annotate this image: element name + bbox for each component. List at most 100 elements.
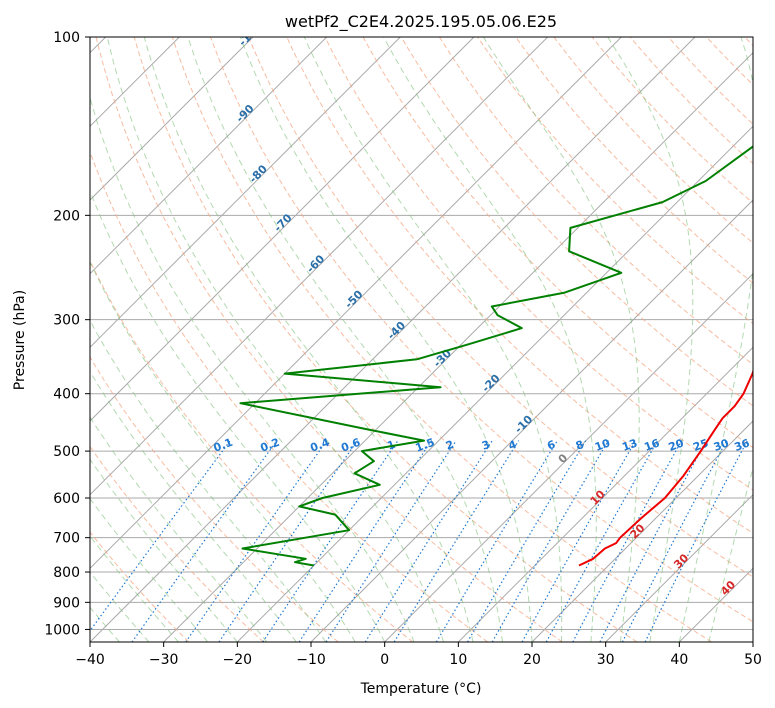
moist-adiabat-line <box>106 37 445 642</box>
moist-adiabat-line <box>90 370 297 642</box>
x-axis-label: Temperature (°C) <box>360 681 482 697</box>
dry-adiabat-line <box>90 259 414 642</box>
mixing-ratio-line <box>131 440 278 642</box>
mixing-ratio-line <box>572 440 683 642</box>
mixing-ratio-label: 4 <box>507 438 519 453</box>
x-tick-label: 40 <box>670 652 688 668</box>
isotherm-line <box>236 125 753 642</box>
isotherm-line <box>90 37 622 570</box>
mixing-ratio-line <box>435 440 558 642</box>
dewpoint-profile-line <box>239 145 753 567</box>
mixing-ratio-line <box>466 440 587 642</box>
mixing-ratio-label: 36 <box>733 436 752 454</box>
mixing-ratio-label: 8 <box>574 438 586 453</box>
mixing-ratio-line <box>185 440 328 642</box>
mixing-ratio-label: 25 <box>691 437 710 454</box>
dry-adiabat-line <box>133 37 638 642</box>
isotherm-line <box>605 493 753 642</box>
y-tick-label: 1000 <box>44 622 80 638</box>
isotherm-line <box>90 37 549 496</box>
isotherm-line <box>163 51 753 642</box>
mixing-ratio-line <box>262 440 399 642</box>
dry-adiabat-line <box>515 37 753 284</box>
y-tick-label: 100 <box>53 30 80 46</box>
x-tick-label: 0 <box>380 652 389 668</box>
dry-adiabat-line <box>90 356 339 642</box>
y-tick-label: 800 <box>53 565 80 581</box>
moist-adiabat-line <box>90 497 209 642</box>
mixing-ratio-line <box>325 440 457 642</box>
plot-frame <box>89 36 754 643</box>
mixing-ratio-label: 6 <box>545 438 557 453</box>
mixing-ratio-label: 16 <box>642 436 661 454</box>
dry-adiabat-line <box>210 37 753 623</box>
dry-adiabat-line <box>248 37 753 578</box>
moist-adiabat-line <box>90 535 179 642</box>
x-tick-label: −30 <box>149 652 179 668</box>
y-tick-label: 400 <box>53 387 80 403</box>
dry-adiabat-line <box>95 37 563 642</box>
mixing-ratio-label: 0.1 <box>212 436 235 455</box>
isotherm-line <box>90 37 696 642</box>
dry-adiabat-label: -100 <box>236 20 265 49</box>
y-tick-label: 300 <box>53 313 80 329</box>
x-tick-label: −20 <box>223 652 253 668</box>
moist-adiabat-line <box>143 37 474 642</box>
isotherm-line <box>90 37 401 349</box>
mixing-ratio-label: 0.6 <box>339 436 362 455</box>
x-axis: −40 −30 −20 −10 0 10 20 30 40 50 <box>75 642 762 668</box>
mixing-ratio-label: 2 <box>444 438 456 453</box>
x-tick-label: 50 <box>744 652 762 668</box>
grid-layer <box>90 37 753 642</box>
isotherm-line <box>384 272 753 642</box>
isotherm-line <box>90 37 328 275</box>
moist-adiabat-line <box>90 260 356 642</box>
dry-adiabat-line <box>90 445 264 642</box>
isotherm-line <box>90 37 475 422</box>
mixing-ratio-line <box>364 440 493 642</box>
dry-adiabat-line <box>400 37 753 407</box>
x-tick-label: −40 <box>75 652 105 668</box>
y-axis-label: Pressure (hPa) <box>12 290 28 390</box>
dry-adiabat-line <box>438 37 753 366</box>
mixing-ratio-label: 3 <box>480 438 492 453</box>
mixing-ratio-label: 0.4 <box>309 436 332 455</box>
moist-adiabat-line <box>239 37 533 642</box>
mixing-ratio-line <box>644 440 748 642</box>
moist-adiabat-line <box>708 466 753 642</box>
mixing-ratio-line <box>393 440 520 642</box>
moist-adiabat-line <box>90 416 268 642</box>
chart-title: wetPf2_C2E4.2025.195.05.06.E25 <box>285 12 557 32</box>
x-tick-label: −10 <box>296 652 326 668</box>
mixing-ratio-label: 13 <box>620 437 639 454</box>
dry-adiabat-line <box>90 150 488 642</box>
mixing-ratio-label: 20 <box>667 436 686 454</box>
x-tick-label: 20 <box>523 652 541 668</box>
dry-adiabat-line <box>171 37 712 642</box>
moist-adiabat-line <box>90 319 327 642</box>
moist-adiabat-line <box>90 458 238 642</box>
moist-adiabat-line <box>90 189 386 642</box>
mixing-ratio-line <box>90 440 231 632</box>
moist-adiabat-line <box>482 37 640 642</box>
moist-adiabat-line <box>303 37 563 642</box>
y-tick-label: 900 <box>53 595 80 611</box>
mixing-ratio-label: 10 <box>593 436 612 454</box>
y-axis: 100 200 300 400 500 600 700 800 900 1000 <box>44 30 90 638</box>
dry-adiabat-line <box>324 37 753 491</box>
mixing-ratio-label: 30 <box>712 436 731 454</box>
moist-adiabat-line <box>607 37 694 642</box>
isotherm-line <box>531 420 753 642</box>
y-tick-label: 700 <box>53 531 80 547</box>
mixing-ratio-line <box>521 440 637 642</box>
y-tick-label: 200 <box>53 208 80 224</box>
moist-adiabat-line <box>187 37 503 642</box>
mixing-ratio-line <box>218 440 358 642</box>
isotherm-line <box>90 37 254 201</box>
x-tick-label: 10 <box>449 652 467 668</box>
x-tick-label: 30 <box>597 652 615 668</box>
moist-adiabat-line <box>678 37 753 642</box>
y-tick-label: 600 <box>53 491 80 507</box>
